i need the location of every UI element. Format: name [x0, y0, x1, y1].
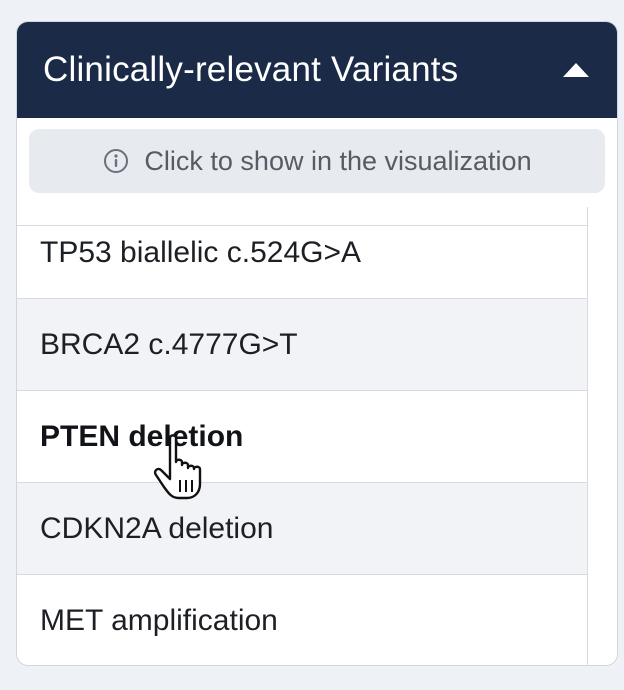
scrollbar[interactable] — [587, 207, 617, 665]
panel-header[interactable]: Clinically-relevant Variants — [17, 22, 617, 118]
hint-section: Click to show in the visualization — [17, 118, 617, 226]
list-item[interactable]: PTEN deletion — [17, 391, 587, 483]
list-item[interactable]: BRCA2 c.4777G>T — [17, 299, 587, 391]
hint-box: Click to show in the visualization — [29, 129, 605, 193]
variant-list: TP53 biallelic c.524G>A BRCA2 c.4777G>T … — [17, 207, 587, 665]
list-item-label: BRCA2 c.4777G>T — [40, 327, 298, 361]
info-icon — [102, 147, 130, 175]
list-item-label: TP53 biallelic c.524G>A — [40, 235, 362, 269]
list-item[interactable]: MET amplification — [17, 575, 587, 665]
list-item-label: MET amplification — [40, 604, 278, 637]
list-item-label: PTEN deletion — [40, 419, 244, 453]
list-item[interactable]: CDKN2A deletion — [17, 483, 587, 575]
variants-panel: Clinically-relevant Variants Click to sh… — [16, 21, 618, 666]
panel-title: Clinically-relevant Variants — [43, 50, 459, 89]
hand-pointer-icon — [150, 432, 216, 504]
list-item[interactable]: TP53 biallelic c.524G>A — [17, 207, 587, 299]
list-item-label: CDKN2A deletion — [40, 511, 274, 545]
hint-text: Click to show in the visualization — [144, 145, 532, 176]
caret-up-icon[interactable] — [561, 55, 591, 85]
